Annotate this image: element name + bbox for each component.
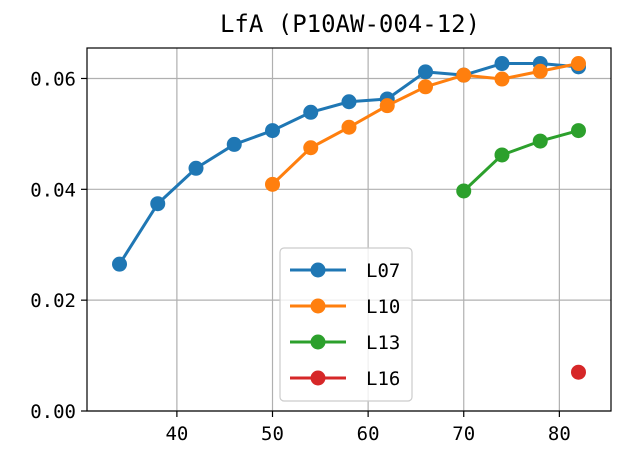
series-line xyxy=(118,62,579,265)
data-point xyxy=(494,71,510,87)
legend-label: L10 xyxy=(366,296,400,318)
data-point xyxy=(494,147,510,163)
legend-marker xyxy=(310,298,326,314)
legend: L07 L10 L13 L16 xyxy=(279,247,413,402)
series-l10 xyxy=(265,56,586,192)
x-tick-label: 70 xyxy=(452,423,475,445)
data-point xyxy=(456,183,472,199)
data-point xyxy=(112,256,128,272)
y-tick-label: 0.04 xyxy=(30,179,76,201)
data-point xyxy=(341,119,357,135)
data-point xyxy=(303,104,319,120)
data-point xyxy=(532,133,548,149)
data-point xyxy=(494,56,510,72)
legend-box xyxy=(279,247,413,402)
legend-entry: L16 xyxy=(290,368,400,390)
data-point xyxy=(570,56,586,72)
legend-label: L07 xyxy=(366,260,400,282)
series-l13 xyxy=(456,123,586,199)
data-point xyxy=(570,364,586,380)
y-tick-label: 0.02 xyxy=(30,290,76,312)
legend-label: L16 xyxy=(366,368,400,390)
legend-entry: L13 xyxy=(290,332,400,354)
data-point xyxy=(570,123,586,139)
legend-entry: L07 xyxy=(290,260,400,282)
data-point xyxy=(188,160,204,176)
plot-series xyxy=(112,56,586,380)
x-tick-label: 40 xyxy=(165,423,188,445)
x-tick-label: 60 xyxy=(357,423,380,445)
axis-ticks: 40 50 60 70 80 0.00 0.02 0.04 0.06 xyxy=(30,68,571,445)
series-line xyxy=(462,129,579,193)
series-l16 xyxy=(570,364,586,380)
data-point xyxy=(379,98,395,114)
data-point xyxy=(417,79,433,95)
data-point xyxy=(265,123,281,139)
data-point xyxy=(265,176,281,192)
x-tick-label: 80 xyxy=(548,423,571,445)
data-point xyxy=(303,140,319,156)
data-point xyxy=(341,94,357,110)
data-point xyxy=(226,136,242,152)
y-tick-label: 0.06 xyxy=(30,68,76,90)
y-tick-label: 0.00 xyxy=(30,401,76,423)
legend-marker xyxy=(310,334,326,350)
data-point xyxy=(456,67,472,83)
legend-entry: L10 xyxy=(290,296,400,318)
data-point xyxy=(417,64,433,80)
data-point xyxy=(150,196,166,212)
legend-marker xyxy=(310,370,326,386)
legend-marker xyxy=(310,262,326,278)
plot-frame xyxy=(86,47,612,412)
series-l07 xyxy=(112,56,586,272)
data-point xyxy=(532,63,548,79)
legend-label: L13 xyxy=(366,332,400,354)
x-tick-label: 50 xyxy=(261,423,284,445)
chart-title: LfA (P10AW-004-12) xyxy=(220,10,480,38)
